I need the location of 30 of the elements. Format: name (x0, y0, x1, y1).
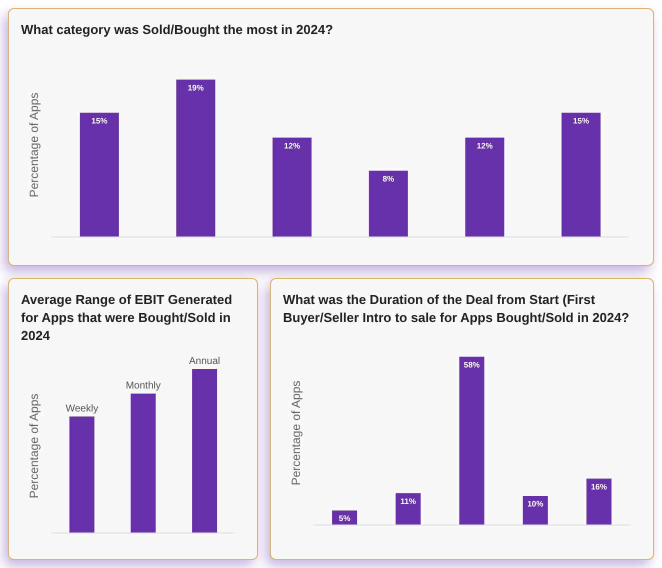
data-label: 10% (527, 500, 544, 509)
bar (80, 112, 119, 237)
x-tick-label: Annual (188, 356, 220, 367)
bar (562, 112, 601, 237)
y-axis-title: Percentage of Apps (27, 394, 42, 498)
y-axis-title: Percentage of Apps (289, 380, 304, 486)
bar (176, 80, 216, 237)
x-tick-label: Monthly (126, 380, 161, 392)
data-label: 15% (91, 116, 108, 126)
chart-title: Average Range of EBIT Generated for Apps that were Bought/Sold in 2024 (21, 291, 234, 345)
data-label: 8% (382, 174, 394, 184)
data-label: 12% (476, 141, 493, 150)
data-label: 16% (590, 482, 607, 492)
data-label: 11% (400, 496, 416, 506)
bar (586, 478, 612, 525)
data-label: 19% (188, 83, 204, 92)
bar (459, 356, 484, 525)
chart-title: What was the Duration of the Deal from Start (First Buyer/Seller Intro to sale for Apps Bought/Sold in 2024? (283, 291, 630, 327)
data-label: 12% (284, 141, 300, 150)
y-axis-title: Percentage of Apps (27, 92, 42, 198)
chart-title: What category was Sold/Bought the most in 2024? (21, 21, 334, 39)
bar (396, 493, 421, 525)
data-label: 15% (573, 116, 590, 126)
bar (465, 138, 504, 237)
data-label: 58% (464, 360, 480, 370)
data-label: 5% (338, 514, 350, 524)
bar (272, 138, 312, 237)
bar (522, 496, 548, 525)
x-tick-label: Weekly (66, 404, 98, 415)
bar (368, 170, 408, 237)
